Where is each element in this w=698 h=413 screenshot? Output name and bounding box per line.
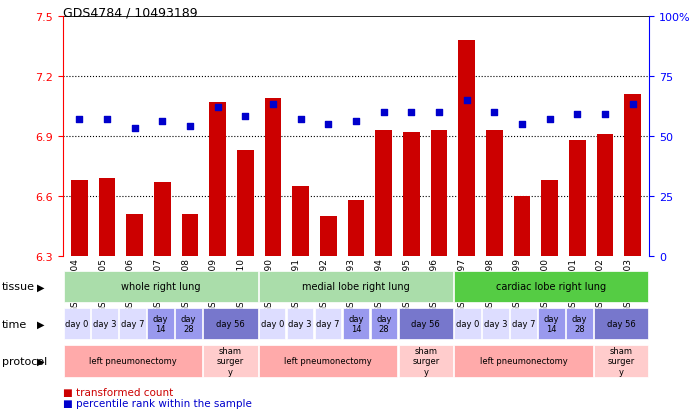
Text: medial lobe right lung: medial lobe right lung: [302, 282, 410, 292]
Bar: [99, 178, 115, 256]
Point: [74, 116, 85, 123]
Point: [489, 109, 500, 116]
Text: left pneumonectomy: left pneumonectomy: [284, 356, 372, 366]
Bar: [209, 102, 226, 256]
Text: day 0: day 0: [260, 319, 284, 328]
Text: sham
surger
y: sham surger y: [607, 346, 635, 376]
Text: ■ transformed count: ■ transformed count: [63, 387, 173, 397]
Text: ▶: ▶: [37, 356, 45, 366]
Text: left pneumonectomy: left pneumonectomy: [89, 356, 177, 366]
Bar: [459, 40, 475, 256]
Text: day 56: day 56: [216, 319, 245, 328]
Point: [101, 116, 112, 123]
Text: day 56: day 56: [411, 319, 440, 328]
Text: ▶: ▶: [37, 282, 45, 292]
Point: [433, 109, 445, 116]
Bar: [514, 196, 530, 256]
Point: [212, 104, 223, 111]
Bar: [348, 200, 364, 256]
Point: [406, 109, 417, 116]
Bar: [126, 214, 143, 256]
Point: [544, 116, 555, 123]
Text: day 0: day 0: [65, 319, 89, 328]
Text: day 3: day 3: [288, 319, 312, 328]
Text: day
28: day 28: [376, 314, 392, 333]
Bar: [431, 130, 447, 256]
Point: [240, 114, 251, 121]
Text: ■ percentile rank within the sample: ■ percentile rank within the sample: [63, 398, 252, 408]
Text: day 7: day 7: [121, 319, 144, 328]
Text: sham
surger
y: sham surger y: [412, 346, 440, 376]
Text: cardiac lobe right lung: cardiac lobe right lung: [496, 282, 607, 292]
Text: time: time: [2, 319, 27, 329]
Point: [350, 119, 362, 125]
Text: tissue: tissue: [2, 282, 35, 292]
Point: [600, 112, 611, 118]
Text: day 3: day 3: [484, 319, 507, 328]
Bar: [486, 130, 503, 256]
Point: [295, 116, 306, 123]
Bar: [265, 98, 281, 256]
Bar: [569, 140, 586, 256]
Point: [627, 102, 638, 109]
Point: [378, 109, 389, 116]
Bar: [71, 180, 88, 256]
Text: day 56: day 56: [607, 319, 636, 328]
Text: day
28: day 28: [181, 314, 196, 333]
Point: [184, 123, 195, 130]
Text: day
28: day 28: [572, 314, 587, 333]
Point: [517, 121, 528, 128]
Bar: [154, 182, 171, 256]
Text: ▶: ▶: [37, 319, 45, 329]
Text: protocol: protocol: [2, 356, 47, 366]
Text: GDS4784 / 10493189: GDS4784 / 10493189: [63, 6, 198, 19]
Text: day 7: day 7: [512, 319, 535, 328]
Bar: [376, 130, 392, 256]
Text: day 7: day 7: [316, 319, 340, 328]
Point: [157, 119, 168, 125]
Bar: [292, 186, 309, 256]
Bar: [181, 214, 198, 256]
Point: [322, 121, 334, 128]
Text: sham
surger
y: sham surger y: [216, 346, 244, 376]
Point: [129, 126, 140, 133]
Text: day 3: day 3: [93, 319, 117, 328]
Text: whole right lung: whole right lung: [121, 282, 200, 292]
Bar: [237, 150, 253, 256]
Text: day
14: day 14: [153, 314, 168, 333]
Point: [267, 102, 279, 109]
Text: left pneumonectomy: left pneumonectomy: [480, 356, 567, 366]
Bar: [624, 94, 641, 256]
Text: day
14: day 14: [348, 314, 364, 333]
Bar: [403, 132, 419, 256]
Text: day
14: day 14: [544, 314, 559, 333]
Point: [461, 97, 472, 104]
Bar: [597, 134, 613, 256]
Bar: [541, 180, 558, 256]
Text: day 0: day 0: [456, 319, 480, 328]
Bar: [320, 216, 336, 256]
Point: [572, 112, 583, 118]
